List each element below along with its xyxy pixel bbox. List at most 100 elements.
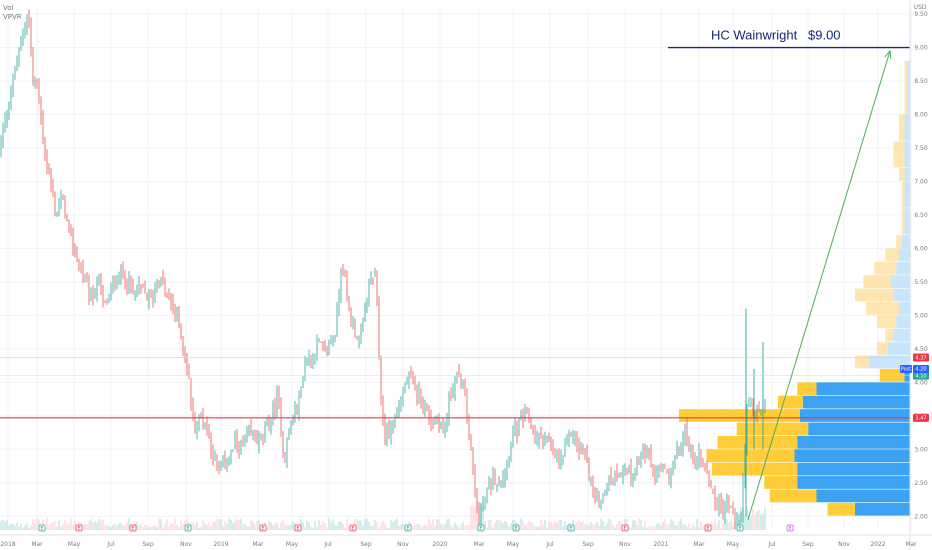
volume-bar [148,527,150,530]
volume-bar [632,520,634,530]
volume-bar [476,501,478,530]
volume-bar [456,525,458,530]
vpvr-indicator-label[interactable]: VPVR [3,13,22,21]
volume-bar [724,518,726,530]
earnings-marker [786,524,794,532]
volume-bar [150,526,152,530]
volume-bar [116,525,118,530]
volume-indicator-label[interactable]: Vol [3,4,14,12]
price-axis-tick: 3.00 [914,446,928,453]
volume-bar [170,523,172,530]
volume-bar [236,518,238,530]
volume-bar [536,526,538,530]
volume-profile-up-segment [816,489,910,503]
volume-bar [24,525,26,530]
volume-bar [620,520,622,530]
volume-bar [612,524,614,530]
volume-bar [556,522,558,530]
earnings-marker-label: E [261,526,264,532]
price-axis-tick: 4.00 [914,379,928,386]
volume-bar [510,523,512,530]
volume-bar [626,519,628,530]
volume-bar [694,526,696,530]
volume-bar [172,524,174,530]
volume-bar [666,524,668,530]
volume-profile-up-segment [855,502,910,516]
time-axis[interactable]: 2018 Mar May Jul Sep Nov 2019 Mar May Jul Sep Nov 20… [0,534,932,548]
time-axis-tick: Sep [802,541,814,548]
volume-bar [210,525,212,530]
volume-bar [302,522,304,530]
volume-bar [48,525,50,530]
volume-bar [322,521,324,530]
volume-bar [88,520,90,530]
volume-bar [136,521,138,530]
volume-bar [504,521,506,530]
volume-bar [482,505,484,530]
volume-bar [458,527,460,530]
volume-bar [168,526,170,530]
time-axis-tick: Mar [693,541,705,548]
volume-bar [198,527,200,530]
volume-profile-down-segment [717,435,798,449]
price-axis-tick: 7.50 [914,145,928,152]
volume-bar [34,524,36,530]
volume-profile-down-segment [901,181,905,208]
volume-bar [594,524,596,530]
volume-bar [672,520,674,530]
earnings-marker-label: E [186,526,189,532]
volume-bar [70,518,72,530]
volume-bar [676,525,678,530]
volume-bar [62,524,64,530]
volume-bar [542,524,544,530]
volume-bar [664,518,666,530]
volume-bar [280,522,282,530]
volume-profile-up-segment [904,114,910,141]
earnings-marker-label: E [479,526,482,532]
volume-bar [732,526,734,530]
volume-bar [608,518,610,530]
volume-bar [246,526,248,530]
volume-profile-down-segment [736,422,809,436]
volume-bar [554,521,556,530]
volume-bar [680,518,682,530]
volume-bar [312,527,314,530]
earnings-marker [75,524,83,532]
volume-profile-up-segment [800,409,910,422]
time-axis-tick: Jul [767,541,776,548]
volume-bar [66,523,68,530]
volume-bar [182,524,184,530]
price-level-tag [913,413,929,422]
price-axis-tick: 9.50 [914,11,928,18]
volume-profile-down-segment [764,476,798,489]
price-tags: 4.37 4.10 3.47 Post 4.20 [900,353,929,422]
time-axis-tick: 2018 [0,541,15,548]
earnings-marker [259,524,267,532]
price-level-tag [913,353,929,362]
time-axis-tick: Nov [397,541,409,548]
volume-bar [316,527,318,530]
earnings-marker-label: E [77,526,80,532]
volume-bar [670,519,672,530]
volume-bar [220,519,222,530]
volume-profile-down-segment [901,208,905,235]
volume-bar [388,527,390,530]
volume-bar [426,525,428,530]
price-axis-tick: 5.50 [914,279,928,286]
volume-bar [470,505,472,530]
analyst-target-annotation: HC Wainwright $9.00 [668,28,910,520]
volume-bar [440,523,442,530]
volume-bar [422,525,424,530]
volume-bar [118,523,120,530]
volume-bar [718,520,720,530]
volume-bar [242,524,244,530]
earnings-marker [567,524,575,532]
volume-bar [544,520,546,530]
time-axis-tick: May [286,541,299,548]
earnings-marker-label: E [514,526,517,532]
volume-profile-down-segment [904,60,908,114]
volume-bar [122,525,124,530]
volume-bar [580,522,582,530]
